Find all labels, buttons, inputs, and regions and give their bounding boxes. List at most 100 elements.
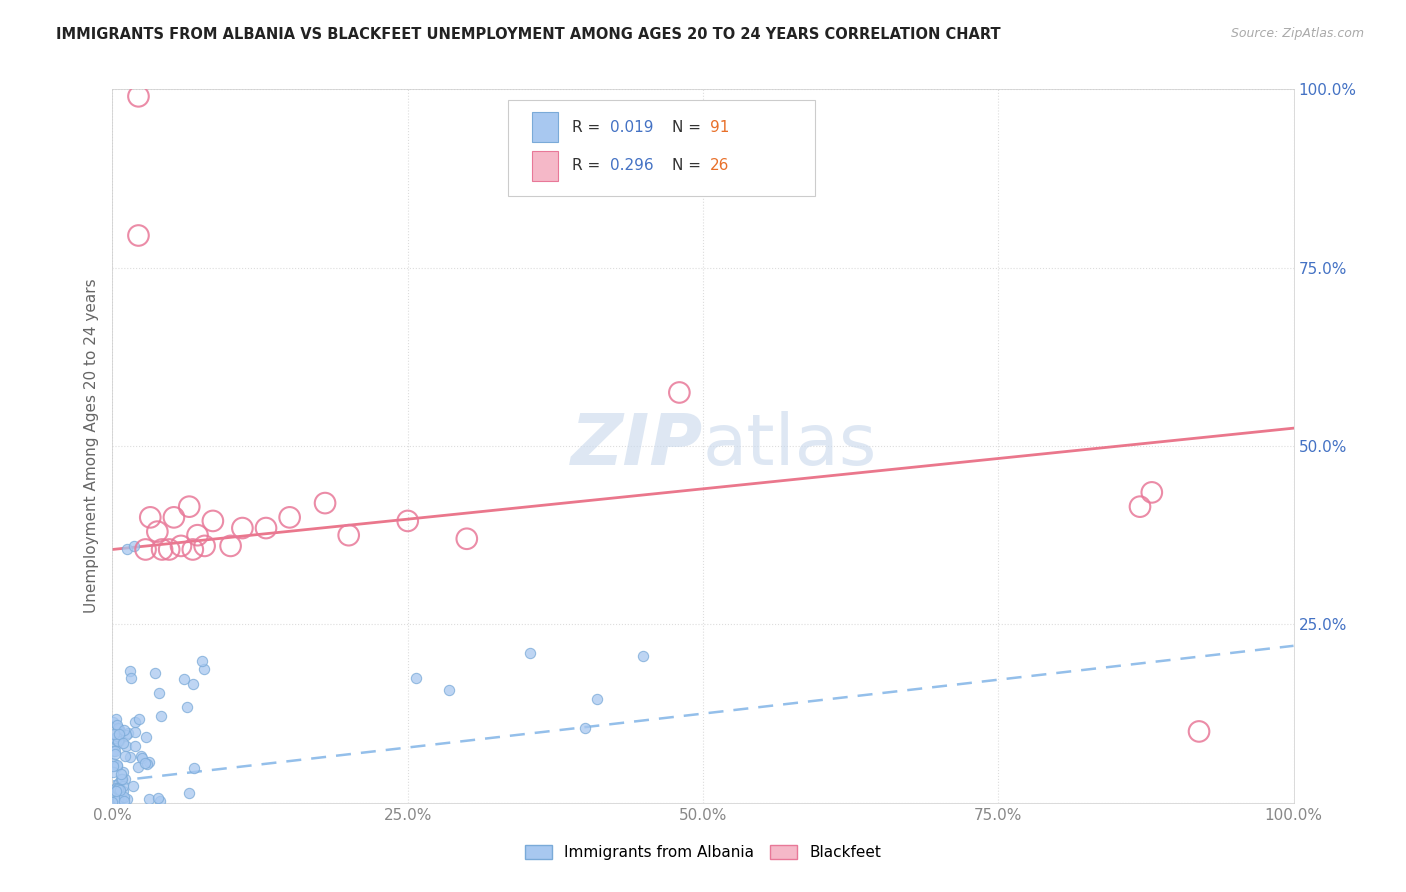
Legend: Immigrants from Albania, Blackfeet: Immigrants from Albania, Blackfeet: [519, 839, 887, 866]
Point: [143, 665, 166, 680]
Point: [136, 757, 159, 772]
Point: [108, 734, 131, 748]
Point: [103, 785, 125, 799]
Point: [108, 728, 131, 742]
Point: [127, 89, 149, 103]
Point: [1188, 724, 1211, 739]
Point: [124, 739, 146, 753]
Text: N =: N =: [672, 120, 706, 135]
Point: [107, 734, 129, 748]
Point: [107, 776, 129, 790]
Point: [181, 677, 204, 691]
Point: [177, 786, 200, 800]
Text: Source: ZipAtlas.com: Source: ZipAtlas.com: [1230, 27, 1364, 40]
Point: [128, 712, 150, 726]
Point: [107, 781, 129, 796]
Point: [107, 792, 129, 806]
Point: [181, 542, 204, 557]
Point: [108, 724, 131, 739]
Point: [111, 784, 134, 798]
Point: [104, 781, 127, 796]
Point: [183, 761, 205, 775]
Point: [112, 736, 135, 750]
FancyBboxPatch shape: [508, 100, 815, 196]
Point: [179, 500, 201, 514]
Text: 91: 91: [710, 120, 730, 135]
Point: [122, 779, 145, 793]
Point: [129, 749, 152, 764]
Point: [149, 794, 172, 808]
Point: [134, 756, 156, 771]
Point: [105, 729, 128, 743]
Point: [111, 772, 134, 786]
Point: [120, 671, 142, 685]
Point: [146, 524, 169, 539]
Point: [337, 528, 360, 542]
Point: [254, 521, 277, 535]
Point: [103, 764, 125, 779]
Point: [112, 765, 135, 780]
Bar: [531, 151, 558, 180]
Text: atlas: atlas: [703, 411, 877, 481]
Point: [104, 733, 127, 747]
Point: [150, 542, 173, 557]
Point: [115, 727, 138, 741]
Point: [118, 664, 141, 678]
Point: [105, 712, 128, 726]
Point: [110, 772, 132, 787]
Text: ZIP: ZIP: [571, 411, 703, 481]
Point: [163, 510, 186, 524]
Point: [107, 781, 129, 796]
Point: [108, 726, 131, 740]
Point: [139, 510, 162, 524]
Point: [135, 542, 157, 557]
Point: [107, 721, 129, 735]
Point: [117, 726, 139, 740]
Point: [405, 671, 427, 685]
Point: [114, 723, 136, 738]
Point: [519, 646, 541, 660]
Point: [456, 532, 478, 546]
Point: [186, 528, 208, 542]
Point: [105, 793, 128, 807]
Point: [103, 726, 125, 740]
Point: [108, 776, 131, 790]
Point: [278, 510, 301, 524]
Point: [150, 708, 173, 723]
Point: [138, 792, 160, 806]
Point: [107, 793, 129, 807]
Point: [105, 758, 128, 772]
Point: [1140, 485, 1163, 500]
Point: [127, 760, 149, 774]
Point: [108, 789, 131, 804]
Point: [396, 514, 419, 528]
Point: [104, 784, 127, 798]
Point: [574, 721, 596, 735]
Point: [104, 747, 127, 761]
Point: [104, 744, 127, 758]
Point: [107, 795, 129, 809]
Point: [173, 672, 195, 686]
Point: [170, 539, 193, 553]
Point: [122, 539, 145, 553]
Point: [108, 783, 131, 797]
Point: [112, 790, 135, 805]
Point: [314, 496, 336, 510]
Point: [105, 759, 128, 773]
Point: [148, 686, 170, 700]
Point: [110, 791, 132, 805]
Point: [127, 228, 149, 243]
Text: 0.019: 0.019: [610, 120, 654, 135]
Point: [107, 721, 129, 735]
Point: [115, 792, 138, 806]
Point: [176, 699, 198, 714]
Text: N =: N =: [672, 158, 706, 173]
Point: [193, 661, 215, 675]
Point: [101, 744, 124, 758]
Point: [101, 756, 124, 771]
Point: [103, 783, 125, 797]
Point: [219, 539, 242, 553]
Point: [135, 731, 157, 745]
Point: [114, 772, 136, 786]
Text: R =: R =: [572, 120, 605, 135]
